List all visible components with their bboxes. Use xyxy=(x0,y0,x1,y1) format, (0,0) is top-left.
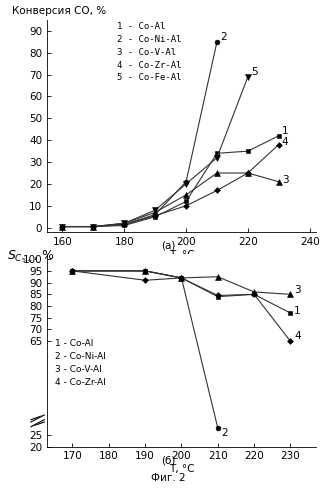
Text: 3: 3 xyxy=(282,175,289,185)
Text: (a): (a) xyxy=(161,241,175,250)
Text: 4: 4 xyxy=(282,137,289,147)
Text: 5: 5 xyxy=(251,67,258,77)
Text: 1: 1 xyxy=(282,126,289,136)
Text: 3: 3 xyxy=(294,284,301,294)
Text: 4: 4 xyxy=(294,331,301,341)
X-axis label: T, °C: T, °C xyxy=(169,464,194,474)
Text: Фиг. 2: Фиг. 2 xyxy=(151,473,185,483)
Text: $S_{C_{5+}}$, %: $S_{C_{5+}}$, % xyxy=(7,249,54,265)
Text: 2: 2 xyxy=(221,428,228,438)
Text: 1 - Co-Al
2 - Co-Ni-Al
3 - Co-V-Al
4 - Co-Zr-Al
5 - Co-Fe-Al: 1 - Co-Al 2 - Co-Ni-Al 3 - Co-V-Al 4 - C… xyxy=(117,22,181,82)
Text: (б): (б) xyxy=(161,455,175,465)
Text: Конверсия CO, %: Конверсия CO, % xyxy=(12,5,106,16)
Text: 1: 1 xyxy=(294,306,301,316)
Text: 2: 2 xyxy=(220,32,227,42)
X-axis label: T, °C: T, °C xyxy=(169,250,194,259)
Text: 1 - Co-Al
2 - Co-Ni-Al
3 - Co-V-Al
4 - Co-Zr-Al: 1 - Co-Al 2 - Co-Ni-Al 3 - Co-V-Al 4 - C… xyxy=(55,339,106,387)
